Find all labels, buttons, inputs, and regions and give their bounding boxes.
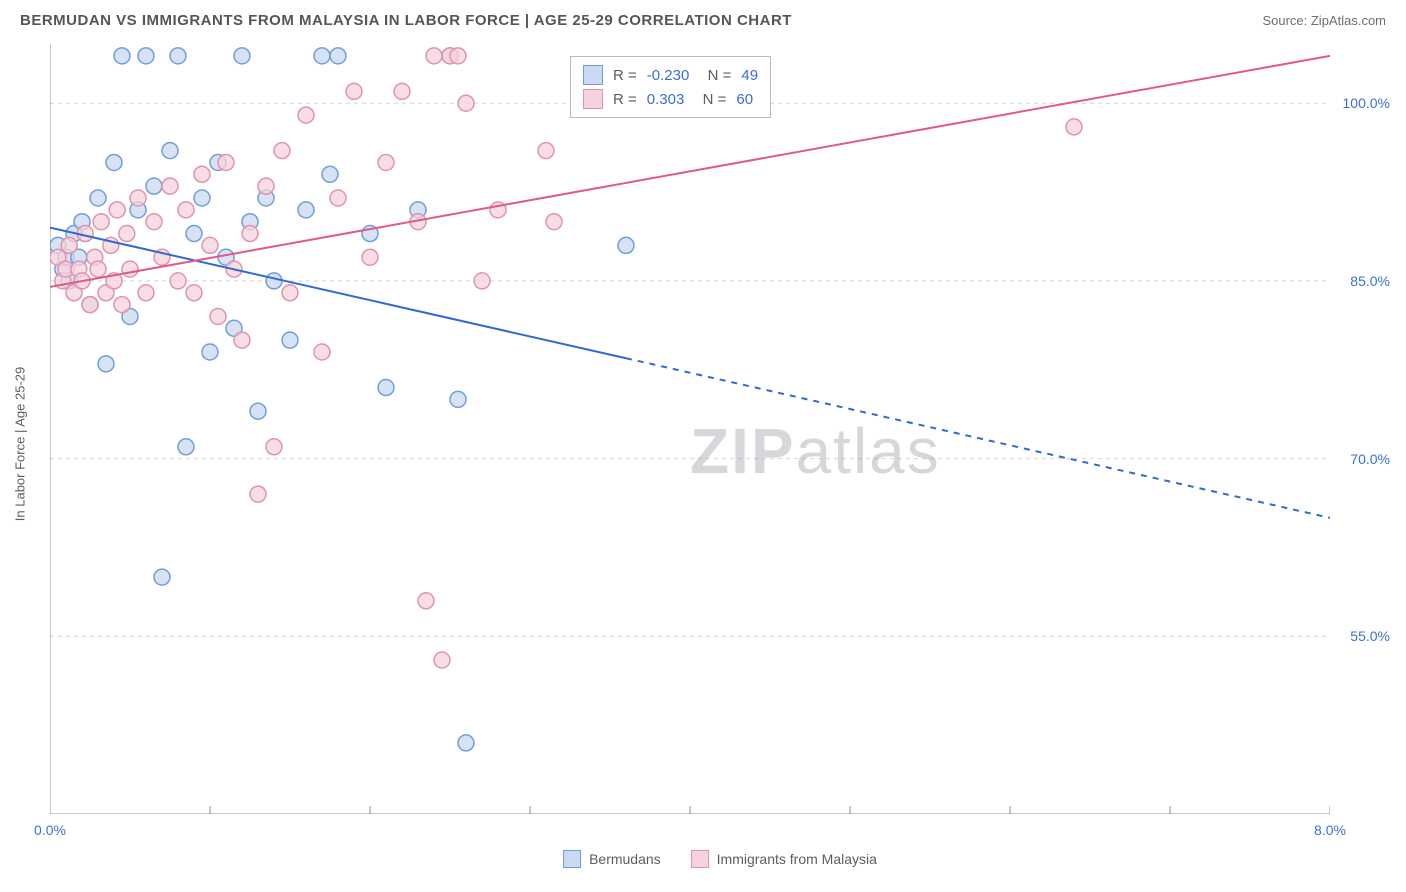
y-tick-label: 70.0% bbox=[1350, 451, 1390, 467]
stats-label: R = bbox=[613, 91, 637, 108]
r-value: -0.230 bbox=[647, 67, 690, 84]
n-value: 60 bbox=[736, 91, 753, 108]
stats-label: N = bbox=[699, 67, 731, 84]
chart-header: BERMUDAN VS IMMIGRANTS FROM MALAYSIA IN … bbox=[0, 0, 1406, 37]
y-tick-label: 55.0% bbox=[1350, 628, 1390, 644]
legend-label: Immigrants from Malaysia bbox=[717, 851, 877, 867]
stats-row: R = 0.303 N = 60 bbox=[583, 87, 758, 111]
legend-item-malaysia: Immigrants from Malaysia bbox=[691, 850, 877, 868]
scatter-chart bbox=[50, 44, 1330, 814]
legend-swatch-icon bbox=[563, 850, 581, 868]
y-tick-label: 85.0% bbox=[1350, 273, 1390, 289]
legend-label: Bermudans bbox=[589, 851, 661, 867]
stats-swatch-icon bbox=[583, 89, 603, 109]
x-tick-label: 0.0% bbox=[34, 822, 66, 838]
stats-label: N = bbox=[694, 91, 726, 108]
y-axis-label: In Labor Force | Age 25-29 bbox=[13, 367, 28, 521]
legend-item-bermudans: Bermudans bbox=[563, 850, 661, 868]
y-tick-label: 100.0% bbox=[1343, 95, 1390, 111]
r-value: 0.303 bbox=[647, 91, 685, 108]
correlation-stats-box: R = -0.230 N = 49 R = 0.303 N = 60 bbox=[570, 56, 771, 118]
chart-title: BERMUDAN VS IMMIGRANTS FROM MALAYSIA IN … bbox=[20, 12, 792, 29]
bottom-legend: Bermudans Immigrants from Malaysia bbox=[563, 850, 877, 868]
chart-container: In Labor Force | Age 25-29 55.0%70.0%85.… bbox=[50, 44, 1390, 844]
stats-label: R = bbox=[613, 67, 637, 84]
stats-row: R = -0.230 N = 49 bbox=[583, 63, 758, 87]
chart-source: Source: ZipAtlas.com bbox=[1262, 13, 1386, 28]
n-value: 49 bbox=[741, 67, 758, 84]
stats-swatch-icon bbox=[583, 65, 603, 85]
x-tick-label: 8.0% bbox=[1314, 822, 1346, 838]
legend-swatch-icon bbox=[691, 850, 709, 868]
